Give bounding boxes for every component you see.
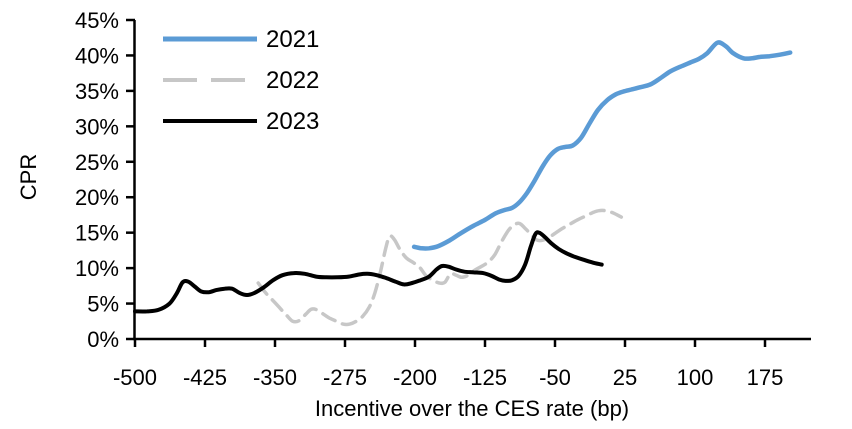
x-tick-label: -50 <box>539 365 571 390</box>
legend-label-2022: 2022 <box>266 67 319 94</box>
series-line-2023 <box>133 230 604 314</box>
y-axis-title: CPR <box>16 153 41 201</box>
x-tick-label: -275 <box>323 365 367 390</box>
y-tick-label: 15% <box>75 221 119 246</box>
y-tick-label: 5% <box>87 292 119 317</box>
y-tick-label: 45% <box>75 8 119 33</box>
x-tick-label: -350 <box>253 365 297 390</box>
x-axis-title: Incentive over the CES rate (bp) <box>314 396 630 421</box>
x-tick-label: 175 <box>747 365 784 390</box>
y-tick-label: 0% <box>87 327 119 352</box>
x-tick-label: 25 <box>613 365 637 390</box>
legend-label-2023: 2023 <box>266 108 319 135</box>
series-line-2021 <box>411 40 793 251</box>
y-tick-label: 10% <box>75 256 119 281</box>
x-tick-label: -200 <box>393 365 437 390</box>
series-line-2022 <box>256 208 624 327</box>
x-tick-label: -500 <box>113 365 157 390</box>
legend-label-2021: 2021 <box>266 26 319 53</box>
x-tick-label: 100 <box>677 365 714 390</box>
x-tick-label: -425 <box>183 365 227 390</box>
y-tick-label: 30% <box>75 114 119 139</box>
y-tick-label: 35% <box>75 79 119 104</box>
y-tick-label: 25% <box>75 150 119 175</box>
x-tick-label: -125 <box>463 365 507 390</box>
y-tick-label: 20% <box>75 185 119 210</box>
y-tick-label: 40% <box>75 43 119 68</box>
